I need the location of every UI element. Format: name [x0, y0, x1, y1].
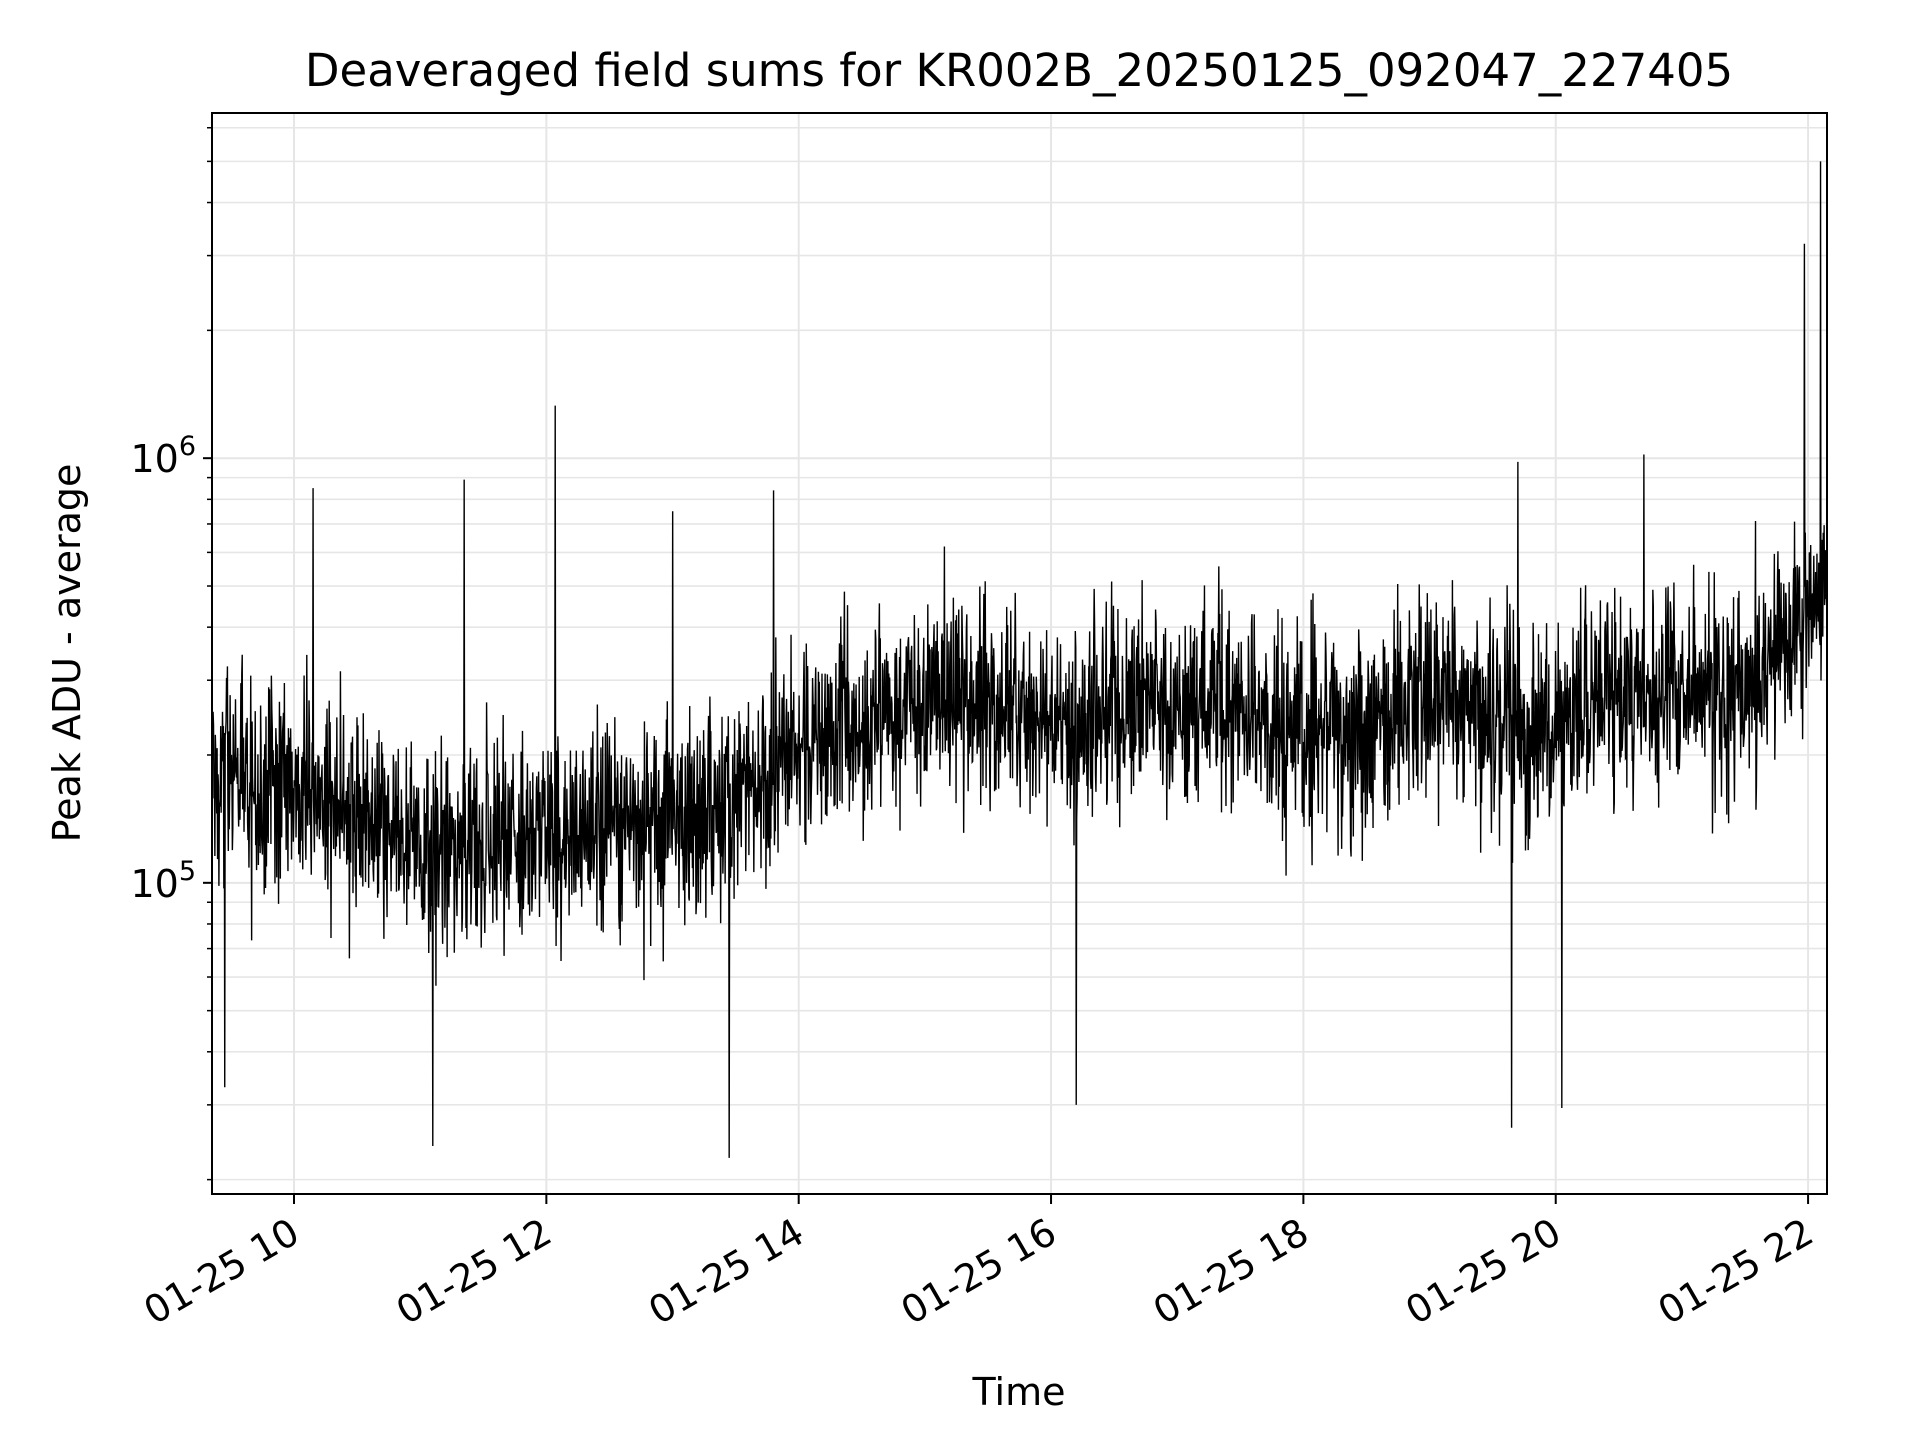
y-tick-base: 10	[130, 437, 178, 481]
y-tick-base: 10	[130, 862, 178, 906]
y-tick-exponent: 5	[179, 856, 196, 887]
series-layer	[211, 161, 1828, 1158]
y-axis-label: Peak ADU - average	[45, 464, 89, 843]
plot-frame	[211, 112, 1828, 1195]
y-tick-label: 106	[130, 431, 196, 481]
chart-title: Deaveraged field sums for KR002B_2025012…	[305, 44, 1733, 97]
x-axis-label: Time	[972, 1370, 1066, 1414]
y-tick-exponent: 6	[179, 431, 196, 462]
y-tick-label: 105	[130, 856, 196, 906]
series-line	[211, 161, 1828, 1158]
